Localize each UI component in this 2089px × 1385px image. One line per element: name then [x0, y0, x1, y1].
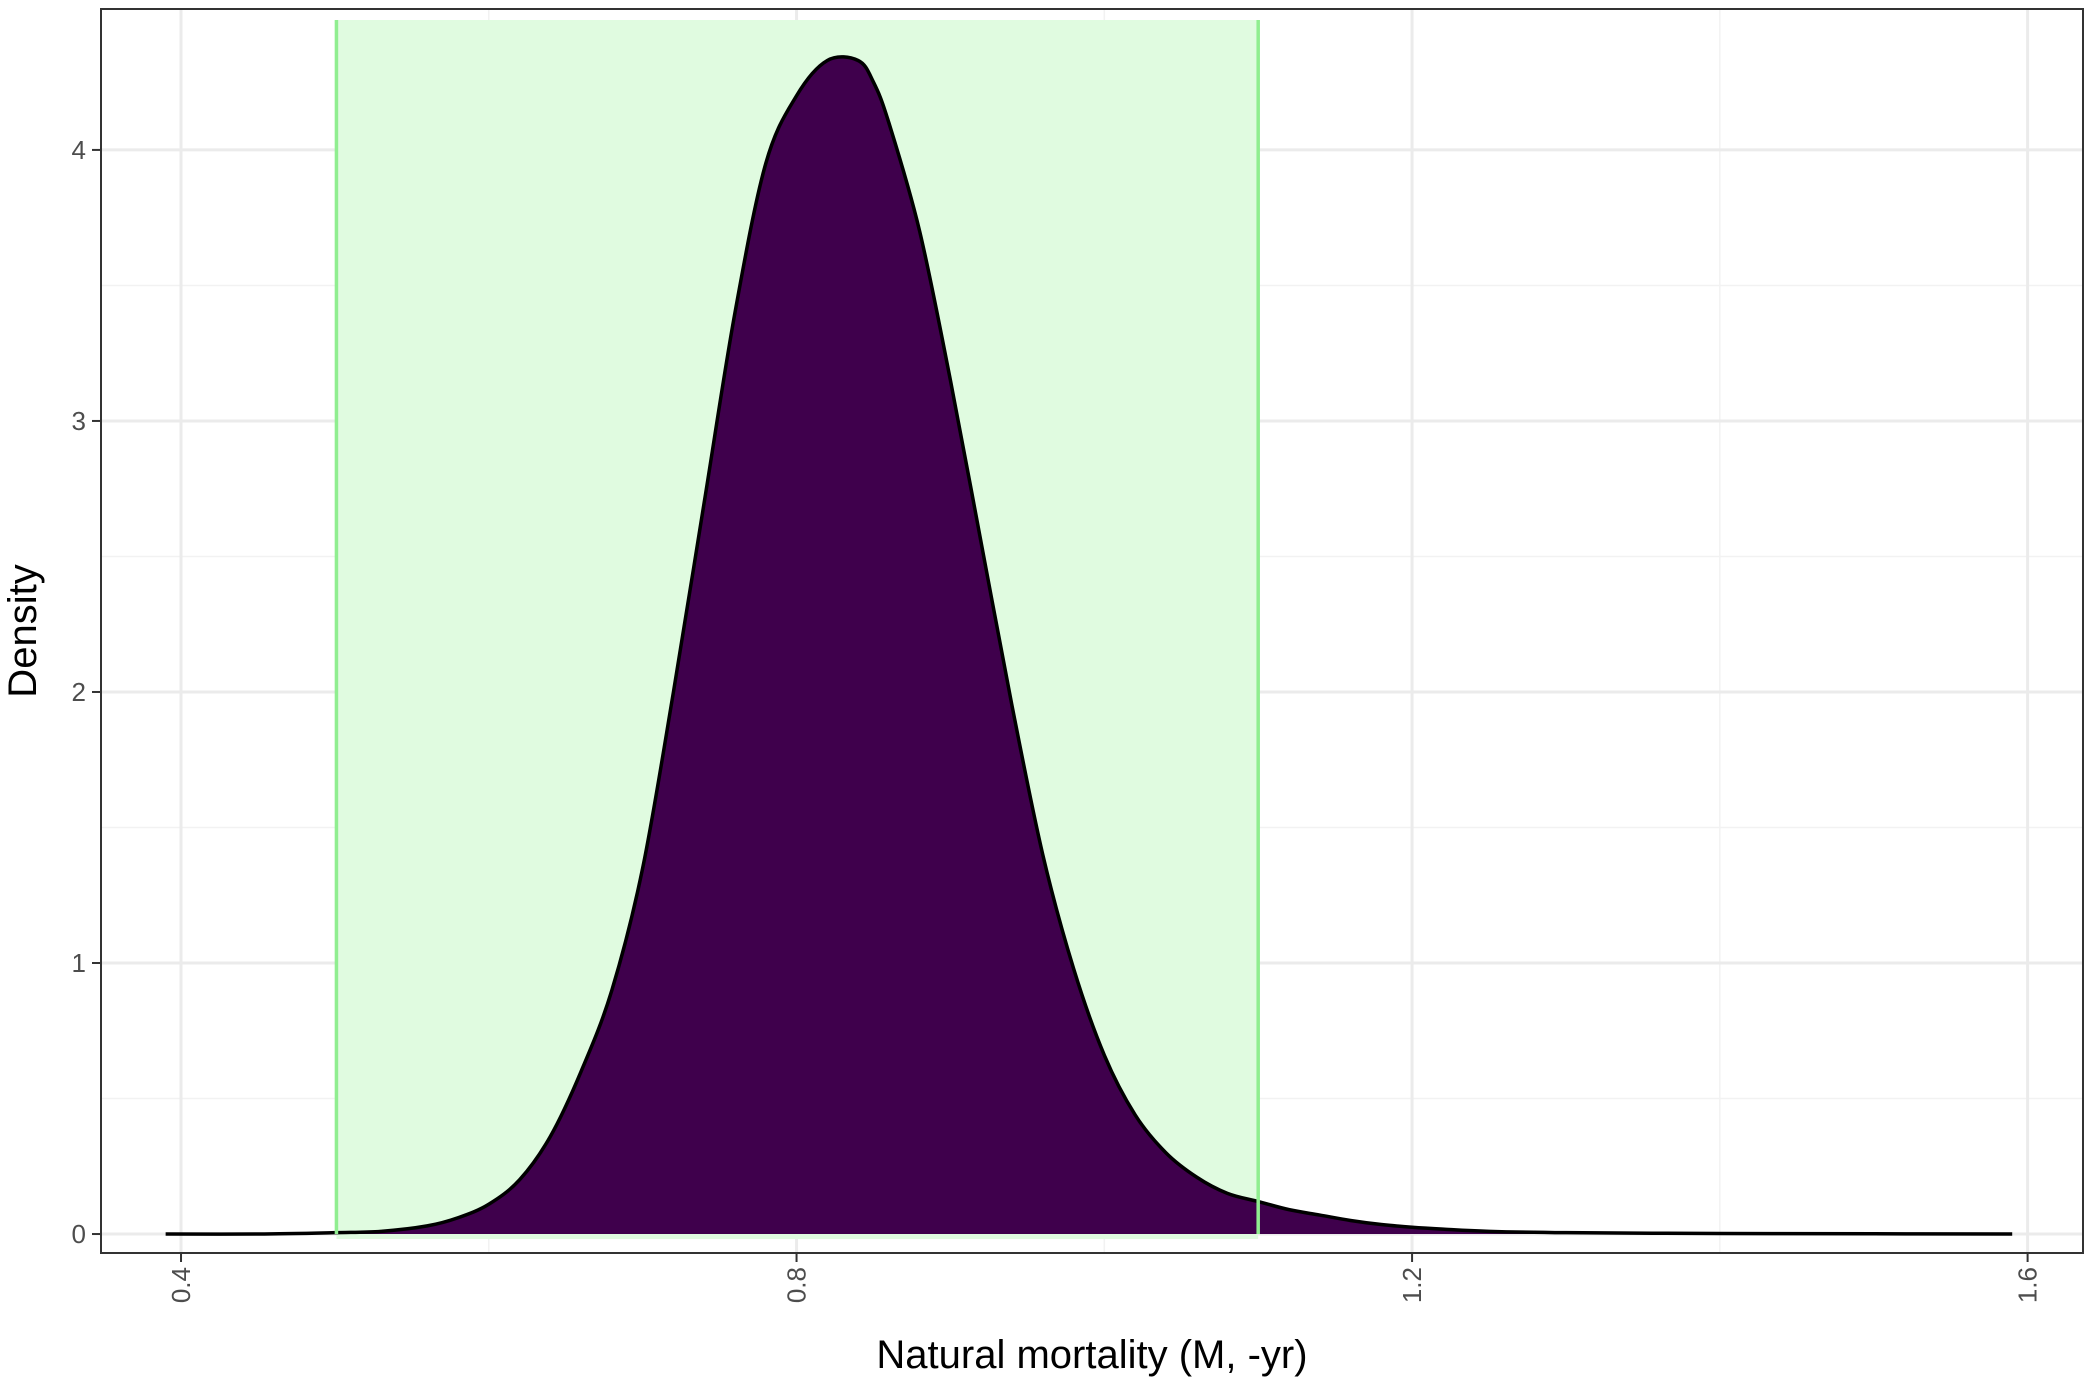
y-axis-title: Density: [1, 564, 45, 697]
y-tick-label: 3: [72, 406, 86, 436]
x-tick-label: 0.8: [782, 1267, 812, 1303]
y-tick-label: 0: [72, 1219, 86, 1249]
interval-band-lines: [334, 20, 1260, 1235]
x-tick-label: 1.2: [1397, 1267, 1427, 1303]
density-outline: [165, 55, 2013, 1236]
y-tick-label: 2: [72, 677, 86, 707]
panel-border: [100, 8, 2084, 1254]
x-tick-label: 0.4: [166, 1267, 196, 1303]
y-axis: 0 1 2 3 4: [72, 135, 101, 1249]
y-tick-label: 1: [72, 948, 86, 978]
density-curve: [165, 55, 2013, 1236]
x-axis-title: Natural mortality (M, -yr): [876, 1333, 1307, 1377]
x-tick-label: 1.6: [2013, 1267, 2043, 1303]
y-tick-label: 4: [72, 135, 86, 165]
x-axis: 0.4 0.8 1.2 1.6: [166, 1253, 2043, 1303]
